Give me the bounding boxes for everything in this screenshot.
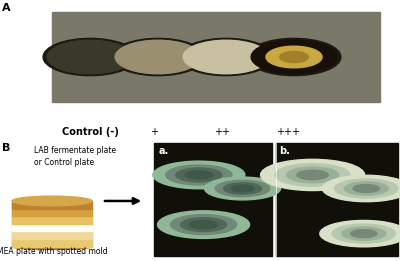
Ellipse shape [247,38,341,76]
Ellipse shape [342,227,386,240]
Ellipse shape [190,221,217,229]
Ellipse shape [261,159,365,191]
Text: B: B [2,143,10,153]
Bar [12,232,92,239]
Ellipse shape [231,185,254,192]
Text: LAB fermentate plate
or Control plate: LAB fermentate plate or Control plate [34,146,116,167]
Ellipse shape [115,40,201,74]
Ellipse shape [297,170,328,180]
Ellipse shape [12,196,92,206]
Ellipse shape [170,215,237,235]
Ellipse shape [251,40,337,74]
Ellipse shape [215,180,270,197]
Ellipse shape [166,165,232,185]
Ellipse shape [12,244,92,250]
Ellipse shape [47,40,133,74]
Ellipse shape [204,177,280,200]
Ellipse shape [179,38,273,76]
Ellipse shape [183,40,269,74]
Bar [52,12,380,102]
Text: +: + [150,127,158,137]
Text: Control (-): Control (-) [62,127,118,137]
Ellipse shape [111,38,205,76]
Text: ++: ++ [214,127,230,137]
Text: +++: +++ [276,127,300,137]
Bar [12,239,92,247]
Ellipse shape [322,175,400,202]
Text: A: A [2,3,11,13]
Ellipse shape [158,211,250,238]
Ellipse shape [180,218,226,232]
Ellipse shape [353,185,380,192]
Ellipse shape [280,51,308,63]
Text: MEA plate with spotted mold: MEA plate with spotted mold [0,247,107,256]
Text: a.: a. [159,146,169,156]
Bar [12,209,92,216]
Ellipse shape [286,167,338,183]
Ellipse shape [153,161,245,189]
Bar [12,201,92,247]
Bar [12,216,92,224]
Ellipse shape [320,221,400,247]
Bar [154,143,272,256]
Ellipse shape [224,183,262,194]
Ellipse shape [266,46,322,68]
Text: b.: b. [279,146,290,156]
Ellipse shape [332,224,396,243]
Ellipse shape [176,168,222,182]
Ellipse shape [275,164,350,186]
Ellipse shape [43,38,137,76]
Bar [276,143,398,256]
Bar [12,201,92,209]
Ellipse shape [351,230,377,238]
Ellipse shape [344,182,388,195]
Ellipse shape [185,171,213,179]
Ellipse shape [334,179,398,198]
Bar [12,224,92,232]
